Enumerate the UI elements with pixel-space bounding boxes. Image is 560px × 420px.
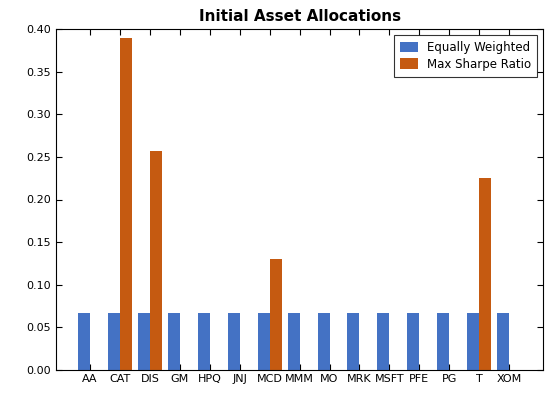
Bar [479, 178, 491, 370]
Bar [270, 259, 282, 370]
Bar [138, 313, 150, 370]
Bar [377, 313, 389, 370]
Bar [78, 313, 90, 370]
Bar [437, 313, 449, 370]
Title: Initial Asset Allocations: Initial Asset Allocations [199, 9, 400, 24]
Bar [318, 313, 329, 370]
Bar [288, 313, 300, 370]
Bar [168, 313, 180, 370]
Legend: Equally Weighted, Max Sharpe Ratio: Equally Weighted, Max Sharpe Ratio [394, 35, 537, 76]
Bar [467, 313, 479, 370]
Bar [198, 313, 210, 370]
Bar [497, 313, 509, 370]
Bar [348, 313, 360, 370]
Bar [258, 313, 270, 370]
Bar [407, 313, 419, 370]
Bar [120, 38, 132, 370]
Bar [228, 313, 240, 370]
Bar [150, 151, 162, 370]
Bar [108, 313, 120, 370]
